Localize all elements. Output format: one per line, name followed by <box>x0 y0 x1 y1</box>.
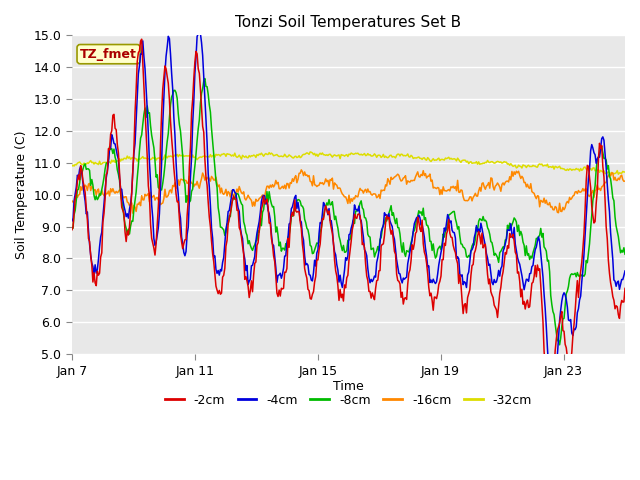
Text: TZ_fmet: TZ_fmet <box>80 48 137 60</box>
Legend: -2cm, -4cm, -8cm, -16cm, -32cm: -2cm, -4cm, -8cm, -16cm, -32cm <box>160 389 537 412</box>
X-axis label: Time: Time <box>333 380 364 393</box>
Title: Tonzi Soil Temperatures Set B: Tonzi Soil Temperatures Set B <box>236 15 461 30</box>
Y-axis label: Soil Temperature (C): Soil Temperature (C) <box>15 131 28 259</box>
